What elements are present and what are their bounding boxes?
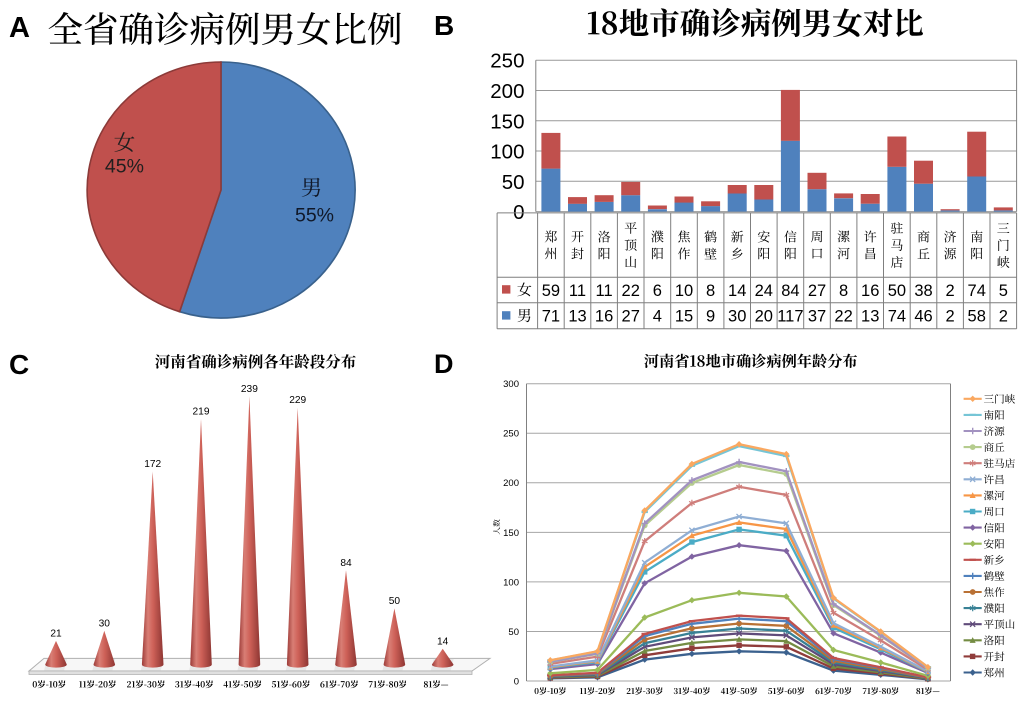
- svg-text:11: 11: [596, 282, 613, 300]
- svg-text:16: 16: [595, 308, 613, 326]
- svg-text:20: 20: [755, 308, 773, 326]
- svg-text:B: B: [434, 10, 454, 41]
- svg-text:74: 74: [888, 308, 906, 326]
- svg-text:250: 250: [503, 429, 519, 440]
- svg-text:16: 16: [861, 282, 879, 300]
- svg-text:229: 229: [289, 395, 306, 406]
- svg-text:46: 46: [914, 308, 932, 326]
- svg-text:13: 13: [568, 308, 586, 326]
- svg-text:100: 100: [490, 141, 524, 164]
- svg-text:30: 30: [728, 308, 746, 326]
- svg-text:5: 5: [999, 282, 1008, 300]
- svg-text:200: 200: [490, 80, 524, 103]
- svg-text:22: 22: [622, 282, 640, 300]
- svg-text:300: 300: [503, 379, 519, 390]
- svg-text:15: 15: [675, 308, 693, 326]
- svg-text:6: 6: [653, 282, 662, 300]
- svg-text:27: 27: [808, 282, 826, 300]
- svg-text:11: 11: [569, 282, 586, 300]
- svg-text:22: 22: [834, 308, 852, 326]
- svg-text:2: 2: [999, 308, 1008, 326]
- svg-text:14: 14: [437, 636, 449, 647]
- svg-text:239: 239: [241, 384, 258, 395]
- svg-text:50: 50: [389, 596, 401, 607]
- svg-text:13: 13: [861, 308, 879, 326]
- svg-text:150: 150: [490, 110, 524, 133]
- svg-text:200: 200: [503, 478, 519, 489]
- svg-text:37: 37: [808, 308, 826, 326]
- svg-text:58: 58: [968, 308, 986, 326]
- svg-text:24: 24: [755, 282, 773, 300]
- svg-text:172: 172: [144, 459, 161, 470]
- svg-text:50: 50: [888, 282, 906, 300]
- svg-text:74: 74: [968, 282, 986, 300]
- svg-text:71: 71: [542, 308, 560, 326]
- svg-text:250: 250: [490, 50, 524, 73]
- svg-text:50: 50: [508, 627, 519, 638]
- svg-text:2: 2: [946, 308, 955, 326]
- svg-text:27: 27: [622, 308, 640, 326]
- svg-text:C: C: [9, 349, 29, 380]
- svg-text:8: 8: [839, 282, 848, 300]
- svg-text:100: 100: [503, 577, 519, 588]
- svg-text:10: 10: [675, 282, 693, 300]
- svg-text:84: 84: [781, 282, 799, 300]
- svg-text:219: 219: [193, 406, 210, 417]
- svg-text:9: 9: [706, 308, 715, 326]
- svg-text:30: 30: [99, 618, 111, 629]
- svg-text:D: D: [434, 349, 454, 379]
- svg-text:21: 21: [50, 628, 62, 639]
- svg-text:84: 84: [340, 558, 352, 569]
- svg-text:117: 117: [777, 308, 803, 326]
- svg-text:2: 2: [946, 282, 955, 300]
- svg-text:59: 59: [542, 282, 560, 300]
- svg-text:0: 0: [514, 676, 519, 687]
- svg-text:14: 14: [728, 282, 746, 300]
- svg-text:A: A: [9, 12, 30, 44]
- svg-text:45%: 45%: [105, 156, 144, 178]
- svg-text:50: 50: [502, 171, 525, 194]
- svg-text:4: 4: [653, 308, 662, 326]
- svg-text:38: 38: [914, 282, 932, 300]
- svg-text:8: 8: [706, 282, 715, 300]
- svg-text:150: 150: [503, 528, 519, 539]
- svg-text:55%: 55%: [295, 205, 334, 227]
